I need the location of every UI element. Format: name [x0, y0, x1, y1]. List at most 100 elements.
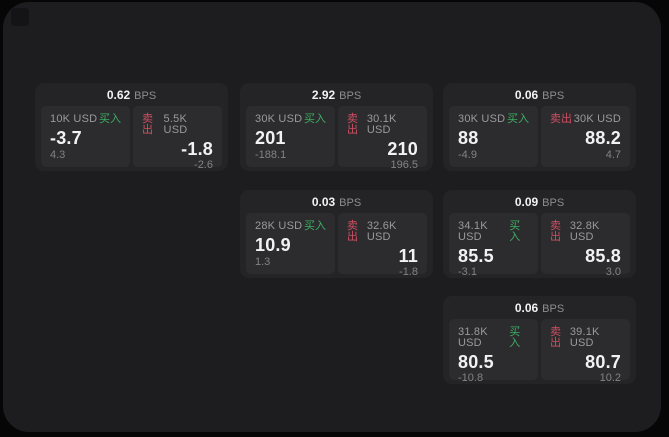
buy-size-label: 34.1K USD	[458, 220, 488, 243]
buy-size-label: 31.8K USD	[458, 326, 488, 349]
buy-panel-top: 31.8K USD 买入	[458, 327, 529, 349]
buy-price: -3.7	[50, 128, 82, 148]
sell-side-label: 卖出	[550, 326, 561, 349]
quote-card: 0.03 BPS 28K USD 买入 10.9 1.3 卖出 32.6K USD…	[240, 190, 433, 278]
buy-quote-panel[interactable]: 30K USD 买入 88 -4.9	[449, 106, 538, 167]
spread-value: 0.03	[311, 195, 336, 209]
sell-panel-top: 卖出 30.1K USD	[347, 114, 418, 136]
sell-panel-top: 卖出 32.8K USD	[550, 221, 621, 243]
sell-quote-panel[interactable]: 卖出 30.1K USD 210 196.5	[338, 106, 427, 171]
sell-side-label: 卖出	[550, 220, 561, 243]
sell-price: 210	[387, 139, 418, 159]
sell-side-label: 卖出	[142, 113, 153, 136]
app-menu-icon[interactable]	[11, 8, 29, 26]
sell-price: 80.7	[585, 352, 621, 372]
sell-change: 196.5	[390, 159, 418, 171]
quote-card: 0.06 BPS 31.8K USD 买入 80.5 -10.8 卖出 39.1K…	[443, 296, 636, 384]
sell-price: 85.8	[585, 246, 621, 266]
sell-size-label: 32.8K USD	[569, 220, 600, 243]
buy-panel-top: 30K USD 买入	[255, 114, 326, 125]
quote-card: 0.62 BPS 10K USD 买入 -3.7 4.3 卖出 5.5K USD …	[35, 83, 228, 171]
quote-body: 28K USD 买入 10.9 1.3 卖出 32.6K USD 11 -1.8	[246, 213, 427, 278]
buy-side-label: 买入	[304, 113, 326, 125]
sell-size-label: 30.1K USD	[366, 113, 397, 136]
buy-quote-panel[interactable]: 28K USD 买入 10.9 1.3	[246, 213, 335, 274]
buy-panel-top: 28K USD 买入	[255, 221, 326, 232]
buy-price: 88	[458, 128, 479, 148]
buy-panel-top: 34.1K USD 买入	[458, 221, 529, 243]
sell-side-label: 卖出	[550, 113, 572, 125]
buy-change: -4.9	[458, 149, 477, 161]
buy-size-label: 30K USD	[458, 113, 506, 125]
buy-quote-panel[interactable]: 34.1K USD 买入 85.5 -3.1	[449, 213, 538, 278]
quote-body: 31.8K USD 买入 80.5 -10.8 卖出 39.1K USD 80.…	[449, 319, 630, 384]
buy-quote-panel[interactable]: 31.8K USD 买入 80.5 -10.8	[449, 319, 538, 384]
sell-panel-top: 卖出 5.5K USD	[142, 114, 213, 136]
sell-quote-panel[interactable]: 卖出 5.5K USD -1.8 -2.6	[133, 106, 222, 171]
spread-header: 2.92 BPS	[246, 83, 427, 106]
sell-size-label: 39.1K USD	[569, 326, 600, 349]
sell-quote-panel[interactable]: 卖出 32.6K USD 11 -1.8	[338, 213, 427, 278]
buy-size-label: 10K USD	[50, 113, 98, 125]
sell-quote-panel[interactable]: 卖出 30K USD 88.2 4.7	[541, 106, 630, 167]
sell-panel-top: 卖出 30K USD	[550, 114, 621, 125]
quote-body: 34.1K USD 买入 85.5 -3.1 卖出 32.8K USD 85.8…	[449, 213, 630, 278]
sell-panel-top: 卖出 32.6K USD	[347, 221, 418, 243]
sell-change: -1.8	[399, 266, 418, 278]
spread-unit-label: BPS	[339, 197, 362, 209]
quote-card: 0.06 BPS 30K USD 买入 88 -4.9 卖出 30K USD 88…	[443, 83, 636, 171]
spread-header: 0.62 BPS	[41, 83, 222, 106]
spread-value: 2.92	[311, 88, 336, 102]
quote-card: 0.09 BPS 34.1K USD 买入 85.5 -3.1 卖出 32.8K …	[443, 190, 636, 278]
spread-unit-label: BPS	[542, 303, 565, 315]
spread-value: 0.09	[514, 195, 539, 209]
quote-body: 10K USD 买入 -3.7 4.3 卖出 5.5K USD -1.8 -2.…	[41, 106, 222, 171]
sell-price: -1.8	[181, 139, 213, 159]
buy-size-label: 28K USD	[255, 220, 303, 232]
buy-change: 4.3	[50, 149, 66, 161]
quote-body: 30K USD 买入 88 -4.9 卖出 30K USD 88.2 4.7	[449, 106, 630, 167]
sell-size-label: 5.5K USD	[163, 113, 188, 136]
sell-quote-panel[interactable]: 卖出 39.1K USD 80.7 10.2	[541, 319, 630, 384]
spread-header: 0.09 BPS	[449, 190, 630, 213]
buy-side-label: 买入	[509, 220, 521, 243]
spread-value: 0.06	[514, 88, 539, 102]
buy-price: 201	[255, 128, 286, 148]
buy-quote-panel[interactable]: 30K USD 买入 201 -188.1	[246, 106, 335, 167]
buy-panel-top: 30K USD 买入	[458, 114, 529, 125]
sell-price: 11	[398, 246, 418, 266]
spread-header: 0.06 BPS	[449, 296, 630, 319]
sell-panel-top: 卖出 39.1K USD	[550, 327, 621, 349]
app-surface: 0.62 BPS 10K USD 买入 -3.7 4.3 卖出 5.5K USD …	[3, 2, 661, 432]
quote-cards-grid: 0.62 BPS 10K USD 买入 -3.7 4.3 卖出 5.5K USD …	[3, 2, 661, 432]
spread-value: 0.06	[514, 301, 539, 315]
quote-card: 2.92 BPS 30K USD 买入 201 -188.1 卖出 30.1K U…	[240, 83, 433, 171]
sell-change: 10.2	[599, 372, 621, 384]
buy-side-label: 买入	[509, 326, 521, 349]
buy-change: -3.1	[458, 266, 477, 278]
sell-change: 4.7	[605, 149, 621, 161]
buy-change: -10.8	[458, 372, 484, 384]
spread-unit-label: BPS	[134, 90, 157, 102]
sell-side-label: 卖出	[347, 220, 358, 243]
sell-change: -2.6	[194, 159, 213, 171]
sell-side-label: 卖出	[347, 113, 358, 136]
buy-quote-panel[interactable]: 10K USD 买入 -3.7 4.3	[41, 106, 130, 167]
sell-size-label: 32.6K USD	[366, 220, 397, 243]
spread-value: 0.62	[106, 88, 131, 102]
sell-quote-panel[interactable]: 卖出 32.8K USD 85.8 3.0	[541, 213, 630, 278]
spread-header: 0.03 BPS	[246, 190, 427, 213]
spread-unit-label: BPS	[339, 90, 362, 102]
buy-panel-top: 10K USD 买入	[50, 114, 121, 125]
sell-change: 3.0	[605, 266, 621, 278]
sell-price: 88.2	[585, 128, 621, 148]
buy-price: 85.5	[458, 246, 494, 266]
buy-price: 80.5	[458, 352, 494, 372]
spread-unit-label: BPS	[542, 197, 565, 209]
buy-side-label: 买入	[304, 220, 326, 232]
buy-size-label: 30K USD	[255, 113, 303, 125]
buy-change: -188.1	[255, 149, 287, 161]
quote-body: 30K USD 买入 201 -188.1 卖出 30.1K USD 210 1…	[246, 106, 427, 171]
spread-unit-label: BPS	[542, 90, 565, 102]
buy-change: 1.3	[255, 256, 271, 268]
